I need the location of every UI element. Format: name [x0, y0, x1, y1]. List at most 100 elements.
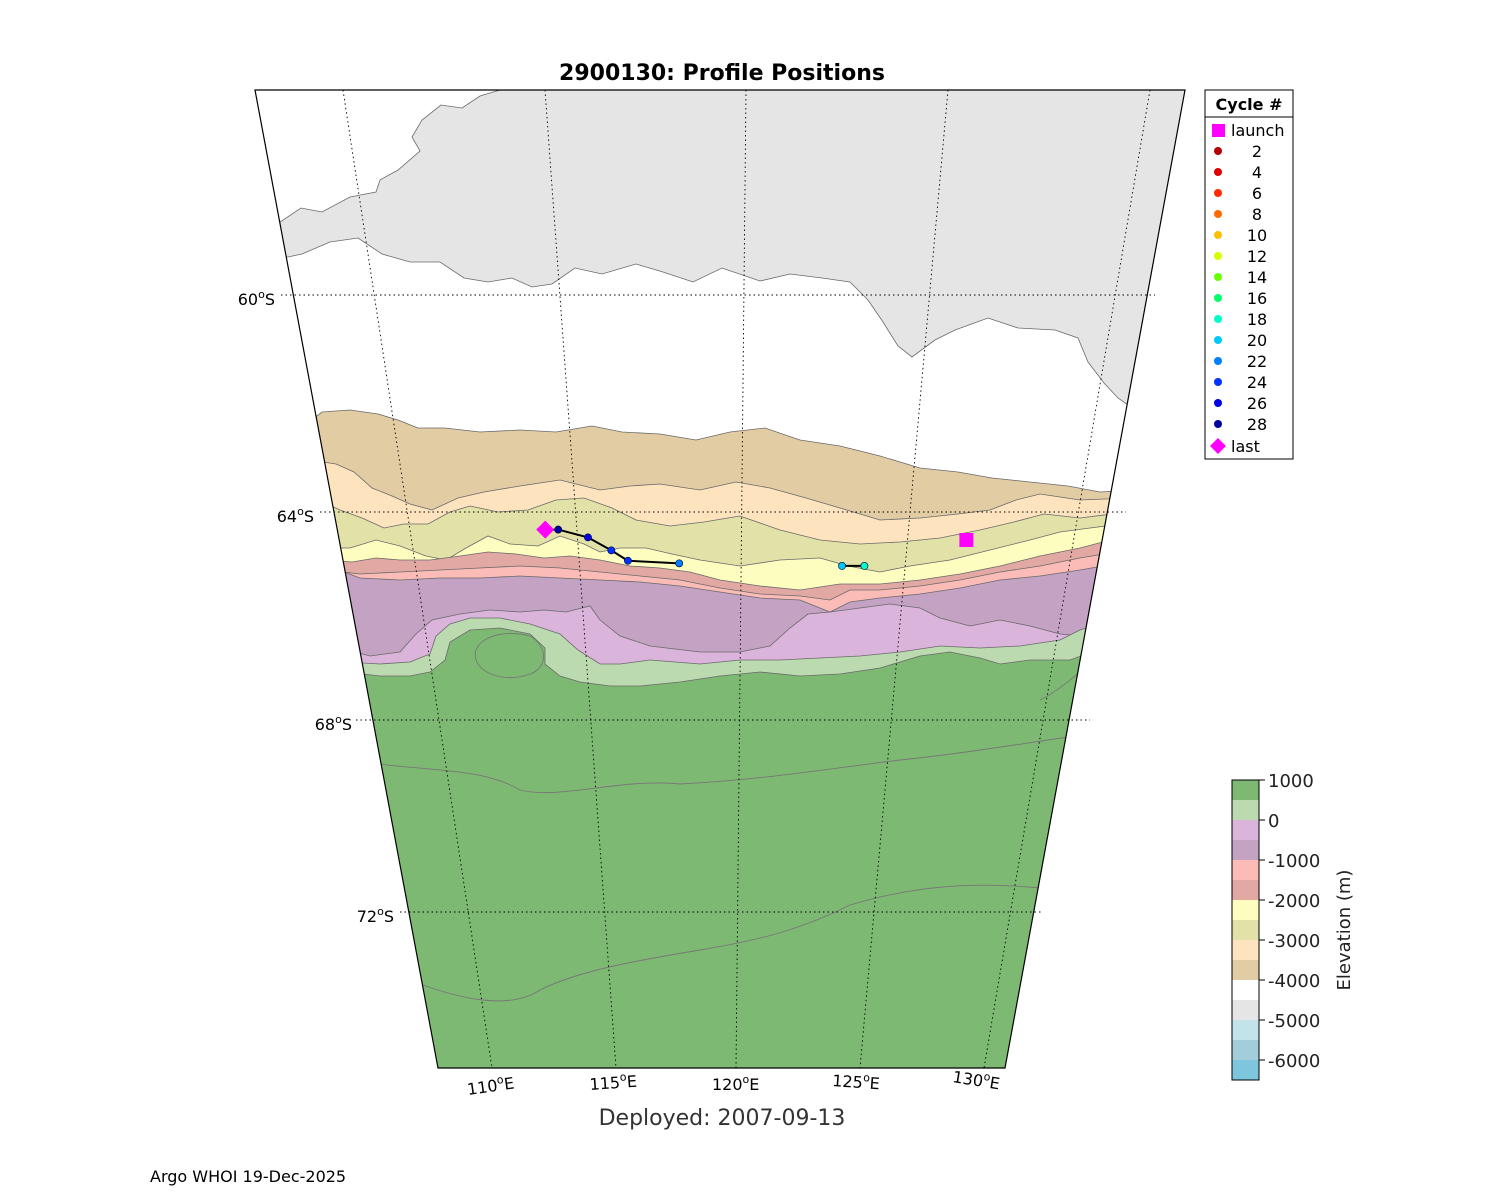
- legend: Cycle # launch 246810121416182022242628 …: [1204, 89, 1294, 460]
- colorbar-block: [1232, 860, 1259, 881]
- colorbar: 1000 0 -1000 -2000 -3000 -4000 -5000 -6000 Elev…: [1231, 771, 1355, 1081]
- lon-label-110: 110oE: [466, 1072, 516, 1099]
- profile-marker: [607, 546, 616, 555]
- profile-marker: [584, 533, 592, 542]
- legend-cycle-label: 18: [1247, 310, 1267, 329]
- legend-cycle-marker: [1214, 231, 1222, 239]
- land-contour: [349, 734, 1086, 794]
- legend-cycle-marker: [1214, 357, 1222, 365]
- launch-position-marker: [959, 532, 974, 547]
- legend-cycle-marker: [1214, 273, 1222, 281]
- gridline-lon-130: [983, 89, 1151, 1069]
- legend-cycle-label: 4: [1252, 163, 1262, 182]
- legend-cycle-marker: [1214, 189, 1222, 197]
- colorbar-block: [1232, 900, 1259, 921]
- legend-launch-square: [1212, 124, 1225, 137]
- lat-label-64: 64oS: [277, 505, 314, 526]
- colorbar-ticks: 1000 0 -1000 -2000 -3000 -4000 -5000 -6000: [1259, 771, 1320, 1072]
- colorbar-block: [1232, 780, 1259, 801]
- colorbar-tick-label: -5000: [1268, 1011, 1320, 1032]
- legend-cycle-marker: [1214, 420, 1222, 428]
- map-area: [255, 90, 1185, 1068]
- deployed-label: Deployed: 2007-09-13: [599, 1106, 846, 1131]
- chart-title: 2900130: Profile Positions: [559, 61, 885, 86]
- legend-cycle-marker: [1214, 210, 1222, 218]
- legend-cycle-marker: [1214, 252, 1222, 260]
- legend-last-diamond: [1210, 438, 1226, 454]
- lat-label-68: 68oS: [315, 713, 352, 734]
- legend-cycle-marker: [1214, 315, 1222, 323]
- colorbar-frame: [1231, 779, 1260, 1081]
- footer-credit: Argo WHOI 19-Dec-2025: [150, 1167, 346, 1186]
- colorbar-blocks: [1232, 780, 1259, 1081]
- legend-cycle-label: 8: [1252, 205, 1262, 224]
- gridline-lon-115: [544, 89, 617, 1069]
- legend-cycle-marker: [1214, 168, 1222, 176]
- colorbar-block: [1232, 880, 1259, 901]
- legend-header: Cycle #: [1216, 95, 1283, 114]
- colorbar-tick-label: -1000: [1268, 851, 1320, 872]
- colorbar-block: [1232, 920, 1259, 941]
- land-contour: [474, 633, 544, 678]
- lat-label-72: 72oS: [357, 905, 394, 926]
- colorbar-tick-label: 0: [1268, 811, 1279, 832]
- colorbar-block: [1232, 800, 1259, 821]
- colorbar-block: [1232, 1020, 1259, 1041]
- lat-label-60: 60oS: [238, 288, 275, 309]
- legend-cycle-label: 16: [1247, 289, 1267, 308]
- lon-label-115: 115oE: [589, 1070, 638, 1094]
- colorbar-tick-label: -2000: [1268, 891, 1320, 912]
- colorbar-block: [1232, 1000, 1259, 1021]
- lon-label-125: 125oE: [832, 1069, 881, 1093]
- colorbar-block: [1232, 940, 1259, 961]
- colorbar-block: [1232, 1040, 1259, 1061]
- legend-cycle-label: 14: [1247, 268, 1267, 287]
- land-contour: [409, 884, 1041, 1002]
- profile-marker: [624, 556, 632, 565]
- deep-basin-region: [255, 90, 1185, 411]
- profile-marker: [675, 559, 684, 568]
- colorbar-label: Elevation (m): [1334, 870, 1355, 991]
- legend-cycle-label: 28: [1247, 415, 1267, 434]
- legend-cycle-marker: [1214, 378, 1222, 386]
- legend-cycle-label: 20: [1247, 331, 1267, 350]
- legend-cycle-label: 22: [1247, 352, 1267, 371]
- lon-label-120: 120oE: [712, 1073, 759, 1094]
- legend-cycle-label: 26: [1247, 394, 1267, 413]
- colorbar-tick-label: -6000: [1268, 1051, 1320, 1072]
- colorbar-tick-label: -4000: [1268, 971, 1320, 992]
- gridline-lon-120: [735, 89, 747, 1069]
- graticule: [281, 89, 1155, 1069]
- legend-cycle-marker: [1214, 294, 1222, 302]
- legend-cycle-label: 10: [1247, 226, 1267, 245]
- colorbar-block: [1232, 980, 1259, 1001]
- colorbar-block: [1232, 1060, 1259, 1081]
- map-frame: [254, 89, 1186, 1069]
- legend-cycle-label: 6: [1252, 184, 1262, 203]
- colorbar-block: [1232, 840, 1259, 861]
- legend-cycle-marker: [1214, 336, 1222, 344]
- float-track: [536, 520, 974, 570]
- profile-marker: [554, 525, 563, 534]
- colorbar-tick-label: 1000: [1268, 771, 1314, 792]
- legend-last-label: last: [1231, 437, 1260, 456]
- gridline-lon-125: [859, 89, 949, 1069]
- colorbar-block: [1232, 820, 1259, 841]
- longitude-labels: 110oE 115oE 120oE 125oE 130oE: [466, 1065, 1001, 1099]
- colorbar-block: [1232, 960, 1259, 981]
- gridline-lon-110: [342, 89, 493, 1069]
- profile-marker: [860, 562, 869, 570]
- latitude-labels: 60oS 64oS 68oS 72oS: [238, 288, 394, 926]
- legend-cycle-label: 2: [1252, 142, 1262, 161]
- legend-cycle-marker: [1214, 147, 1222, 155]
- colorbar-tick-label: -3000: [1268, 931, 1320, 952]
- profile-marker: [838, 562, 846, 570]
- legend-cycle-label: 24: [1247, 373, 1267, 392]
- legend-cycle-marker: [1214, 399, 1222, 407]
- last-position-marker: [536, 520, 555, 539]
- legend-cycle-label: 12: [1247, 247, 1267, 266]
- legend-launch-label: launch: [1231, 121, 1284, 140]
- lon-label-130: 130oE: [951, 1065, 1001, 1093]
